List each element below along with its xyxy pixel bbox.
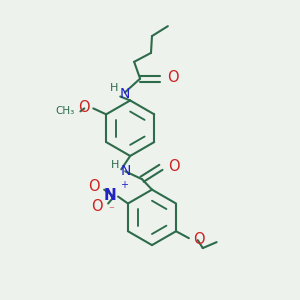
Text: O: O	[168, 159, 179, 174]
Text: N: N	[103, 188, 116, 203]
Text: O: O	[92, 199, 103, 214]
Text: O: O	[78, 100, 89, 115]
Text: ⁻: ⁻	[108, 206, 114, 215]
Text: N: N	[121, 164, 131, 178]
Text: +: +	[120, 180, 128, 190]
Text: O: O	[88, 179, 100, 194]
Text: N: N	[120, 86, 130, 100]
Text: H: H	[110, 82, 118, 92]
Text: CH₃: CH₃	[55, 106, 74, 116]
Text: H: H	[111, 160, 119, 170]
Text: O: O	[193, 232, 205, 247]
Text: O: O	[167, 70, 178, 85]
